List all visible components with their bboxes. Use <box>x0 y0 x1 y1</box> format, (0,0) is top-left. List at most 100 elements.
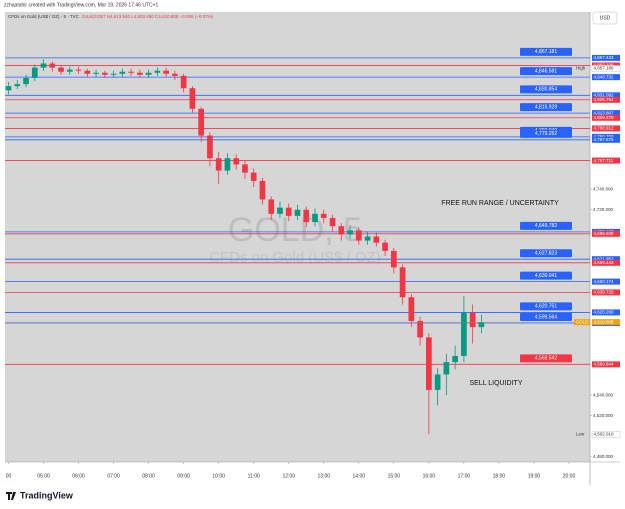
level-price-label: 4,798.912 <box>594 126 615 131</box>
y-tick-label: 4,720.000 <box>593 207 614 212</box>
level-note-box <box>520 271 572 280</box>
currency[interactable]: USD <box>600 15 611 21</box>
level-note: 4,867.181 <box>535 49 557 55</box>
candle-body <box>478 322 485 328</box>
level-note: 4,620.751 <box>535 304 557 310</box>
candle-body <box>31 67 38 78</box>
last-price-box <box>592 319 620 326</box>
plot-area <box>5 12 590 462</box>
candle-body <box>434 374 441 390</box>
level-price-label: 4,668.443 <box>594 260 615 265</box>
x-tick-label: 10:00 <box>212 473 225 479</box>
watermark-sub: CFDs on Gold (US$ / OZ) <box>209 249 381 266</box>
level-note-box <box>520 129 572 138</box>
candle-body <box>259 180 266 200</box>
x-tick-label: 00 <box>6 473 12 479</box>
annotation: SELL LIQUIDITY <box>469 380 522 387</box>
level-price-box <box>592 230 620 237</box>
candle-body <box>408 297 415 321</box>
level-price-box <box>592 110 620 117</box>
level-note-box <box>520 85 572 94</box>
candle-body <box>294 209 301 216</box>
candle-body <box>242 164 248 173</box>
level-price-box <box>592 125 620 132</box>
x-tick-label: 12:00 <box>282 473 295 479</box>
level-price-label: 4,826.754 <box>594 97 615 102</box>
candle-body <box>382 242 388 251</box>
level-note: 4,630.041 <box>535 273 557 279</box>
level-price-label: 4,831.092 <box>594 93 615 98</box>
level-note-box <box>520 67 572 76</box>
last-tag-box <box>574 319 590 326</box>
level-price-box <box>592 136 620 143</box>
level-price-box <box>592 256 620 263</box>
candle-body <box>75 69 82 71</box>
level-note-box <box>520 354 572 363</box>
extreme-tag: High <box>576 66 586 71</box>
brand: TradingView <box>20 490 74 500</box>
extreme-box <box>591 65 621 72</box>
extreme-tag: Low <box>576 431 585 436</box>
candle-body <box>110 73 117 75</box>
candle-body <box>303 209 310 223</box>
extreme-label: 4,502.010 <box>594 431 615 436</box>
level-note-box <box>520 103 572 112</box>
level-price-label: 4,671.952 <box>594 256 615 261</box>
level-price-box <box>592 54 620 61</box>
level-price-box <box>592 96 620 103</box>
candle-body <box>268 199 275 214</box>
candle-body <box>233 158 240 165</box>
level-note-box <box>520 302 572 311</box>
candle-body <box>347 230 353 235</box>
x-tick-label: 05:00 <box>37 473 50 479</box>
x-tick-label: 08:00 <box>142 473 155 479</box>
level-note: 4,779.252 <box>535 131 557 137</box>
candle-body <box>128 71 134 73</box>
candle-body <box>163 70 169 74</box>
candle-body <box>355 230 362 241</box>
symbol-line: CFDs on Gold (US$ / OZ) · 5 · TVC <box>8 14 80 19</box>
brand-logo <box>6 492 16 500</box>
level-price-label: 4,787.875 <box>594 137 615 142</box>
x-tick-label: 20:00 <box>563 473 576 479</box>
candle-body <box>469 312 476 328</box>
level-price-box <box>592 259 620 266</box>
level-price-box <box>592 74 620 81</box>
candle-body <box>14 84 21 87</box>
extreme-label: 4,857.186 <box>594 66 615 71</box>
candle-body <box>145 72 152 75</box>
candle-body <box>40 63 47 68</box>
candle-body <box>399 267 406 298</box>
candle-body <box>101 72 108 75</box>
annotation: FREE RUN RANGE / UNCERTAINTY <box>441 200 559 207</box>
candle-body <box>154 70 161 73</box>
candle-body <box>277 207 283 214</box>
currency-box[interactable] <box>592 11 618 25</box>
level-note-box <box>520 47 572 56</box>
extreme-box <box>591 430 621 438</box>
candle-body <box>66 69 73 72</box>
candle-body <box>23 77 29 85</box>
candle-body <box>426 337 432 390</box>
level-price-box <box>592 361 620 368</box>
candle-body <box>119 71 126 74</box>
candle-body <box>84 70 91 74</box>
candle-body <box>312 213 318 223</box>
level-note: 4,846.581 <box>535 68 557 74</box>
candle-body <box>224 158 231 171</box>
candle-body <box>198 108 205 136</box>
level-note: 4,627.823 <box>535 251 557 257</box>
candle-body <box>364 236 371 241</box>
candle-body <box>250 172 257 181</box>
level-price-label: 4,790.709 <box>594 134 615 139</box>
level-price-box <box>592 289 620 296</box>
author-line: zzhaatahir created with TradingView.com,… <box>4 2 159 8</box>
level-price-label: 4,813.807 <box>594 110 615 115</box>
level-note: 4,649.782 <box>535 223 557 229</box>
x-tick-label: 13:00 <box>318 473 331 479</box>
candle-body <box>49 63 56 68</box>
level-price-box <box>592 309 620 316</box>
candle-body <box>172 73 178 76</box>
